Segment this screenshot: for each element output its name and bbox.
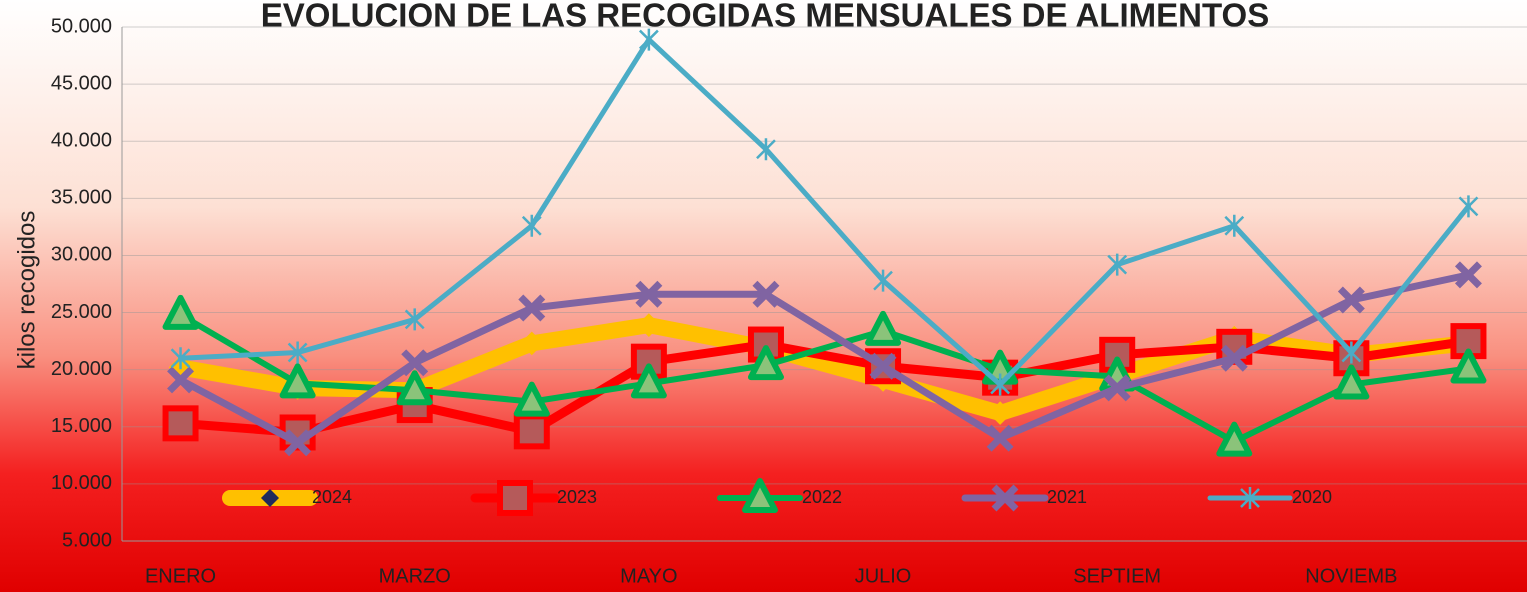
marker bbox=[513, 381, 550, 417]
x-tick-label: MARZO bbox=[379, 565, 451, 587]
x-tick-label: NOVIEMB bbox=[1305, 565, 1397, 587]
marker bbox=[1220, 344, 1248, 372]
y-tick-label: 25.000 bbox=[51, 301, 112, 323]
legend-marker bbox=[742, 478, 778, 513]
marker bbox=[279, 363, 316, 399]
chart-title: EVOLUCION DE LAS RECOGIDAS MENSUALES DE … bbox=[261, 0, 1269, 34]
marker bbox=[747, 345, 784, 381]
series-line bbox=[177, 311, 1472, 445]
marker bbox=[396, 370, 433, 406]
marker bbox=[1458, 195, 1479, 218]
y-tick-label: 40.000 bbox=[51, 130, 112, 152]
y-tick-label: 10.000 bbox=[51, 472, 112, 494]
x-tick-label: SEPTIEM bbox=[1073, 565, 1161, 587]
marker bbox=[401, 349, 429, 377]
marker bbox=[630, 363, 667, 399]
marker bbox=[1333, 364, 1370, 400]
y-tick-label: 35.000 bbox=[51, 187, 112, 209]
marker bbox=[170, 347, 191, 370]
legend-marker bbox=[991, 484, 1019, 512]
marker bbox=[1224, 214, 1245, 237]
y-tick-label: 5.000 bbox=[62, 529, 112, 551]
legend-marker bbox=[497, 480, 533, 516]
y-tick-label: 20.000 bbox=[51, 358, 112, 380]
marker bbox=[637, 313, 661, 337]
marker bbox=[284, 429, 312, 457]
x-tick-label: JULIO bbox=[855, 565, 912, 587]
marker bbox=[162, 405, 199, 442]
marker bbox=[1341, 341, 1362, 364]
marker bbox=[635, 280, 663, 308]
series-line bbox=[178, 37, 1471, 388]
marker bbox=[167, 366, 195, 394]
y-tick-label: 45.000 bbox=[51, 72, 112, 94]
marker bbox=[521, 214, 542, 237]
y-tick-label: 50.000 bbox=[51, 15, 112, 37]
y-tick-label: 30.000 bbox=[51, 244, 112, 266]
marker bbox=[1103, 374, 1131, 402]
marker bbox=[518, 294, 546, 322]
legend-label: 2021 bbox=[1047, 487, 1087, 507]
marker bbox=[513, 413, 550, 450]
marker bbox=[986, 424, 1014, 452]
legend-marker bbox=[1240, 487, 1260, 509]
legend-label: 2024 bbox=[312, 487, 352, 507]
marker bbox=[1454, 261, 1482, 289]
y-axis-label: kilos recogidos bbox=[13, 211, 40, 370]
legend-label: 2020 bbox=[1292, 487, 1332, 507]
x-tick-label: ENERO bbox=[145, 565, 216, 587]
marker bbox=[752, 280, 780, 308]
marker bbox=[287, 341, 308, 364]
series bbox=[167, 261, 1482, 457]
marker bbox=[865, 310, 902, 346]
marker bbox=[873, 269, 893, 292]
series bbox=[170, 28, 1479, 396]
marker bbox=[869, 352, 897, 380]
marker bbox=[404, 308, 425, 331]
marker bbox=[1450, 348, 1487, 384]
marker bbox=[162, 294, 199, 330]
x-tick-label: MAYO bbox=[620, 565, 677, 587]
marker bbox=[990, 373, 1011, 396]
marker bbox=[1107, 253, 1128, 276]
legend-label: 2023 bbox=[557, 487, 597, 507]
series-line bbox=[177, 271, 1472, 447]
marker bbox=[519, 331, 544, 356]
legend-label: 2022 bbox=[802, 487, 842, 507]
legend-marker bbox=[261, 489, 279, 507]
marker bbox=[988, 401, 1012, 425]
marker bbox=[1450, 323, 1487, 360]
marker bbox=[1337, 286, 1365, 314]
y-tick-label: 15.000 bbox=[51, 415, 112, 437]
marker bbox=[638, 28, 659, 51]
marker bbox=[1216, 421, 1253, 457]
marker bbox=[756, 138, 776, 161]
